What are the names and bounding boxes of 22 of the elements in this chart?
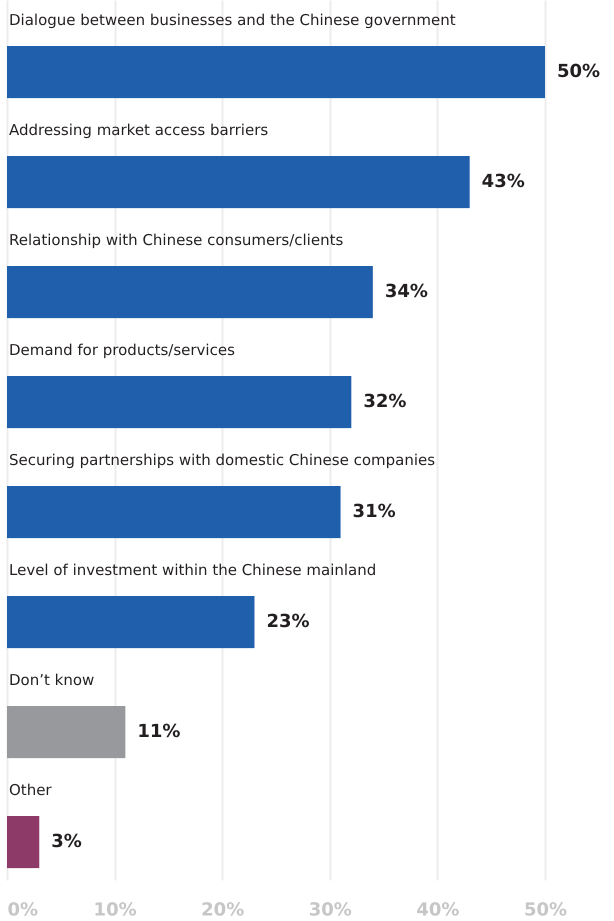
y-tick-label: Level of investment within the Chinese mainland xyxy=(9,561,376,580)
y-tick-label: Addressing market access barriers xyxy=(9,121,268,140)
x-tick-label: 30% xyxy=(308,900,352,920)
data-label: 43% xyxy=(482,171,525,192)
data-label: 32% xyxy=(363,391,406,412)
x-tick-label: 40% xyxy=(416,900,460,920)
data-label: 23% xyxy=(266,611,310,632)
x-tick-label: 20% xyxy=(201,900,244,920)
y-tick-label: Demand for products/services xyxy=(9,341,236,360)
data-label: 50% xyxy=(557,61,600,82)
y-tick-label: Relationship with Chinese consumers/clients xyxy=(9,231,344,250)
data-label: 3% xyxy=(51,831,82,852)
y-tick-label: Dialogue between businesses and the Chinese government xyxy=(9,11,456,30)
x-tick-label: 10% xyxy=(94,900,137,920)
y-tick-label: Don’t know xyxy=(9,671,94,690)
y-tick-label: Securing partnerships with domestic Chinese companies xyxy=(9,451,436,470)
data-label: 34% xyxy=(384,281,428,302)
data-label: 31% xyxy=(352,501,396,522)
data-label: 11% xyxy=(137,721,180,742)
x-tick-label: 50% xyxy=(524,900,568,920)
y-tick-label: Other xyxy=(9,781,52,800)
x-tick-label: 0% xyxy=(8,900,38,920)
